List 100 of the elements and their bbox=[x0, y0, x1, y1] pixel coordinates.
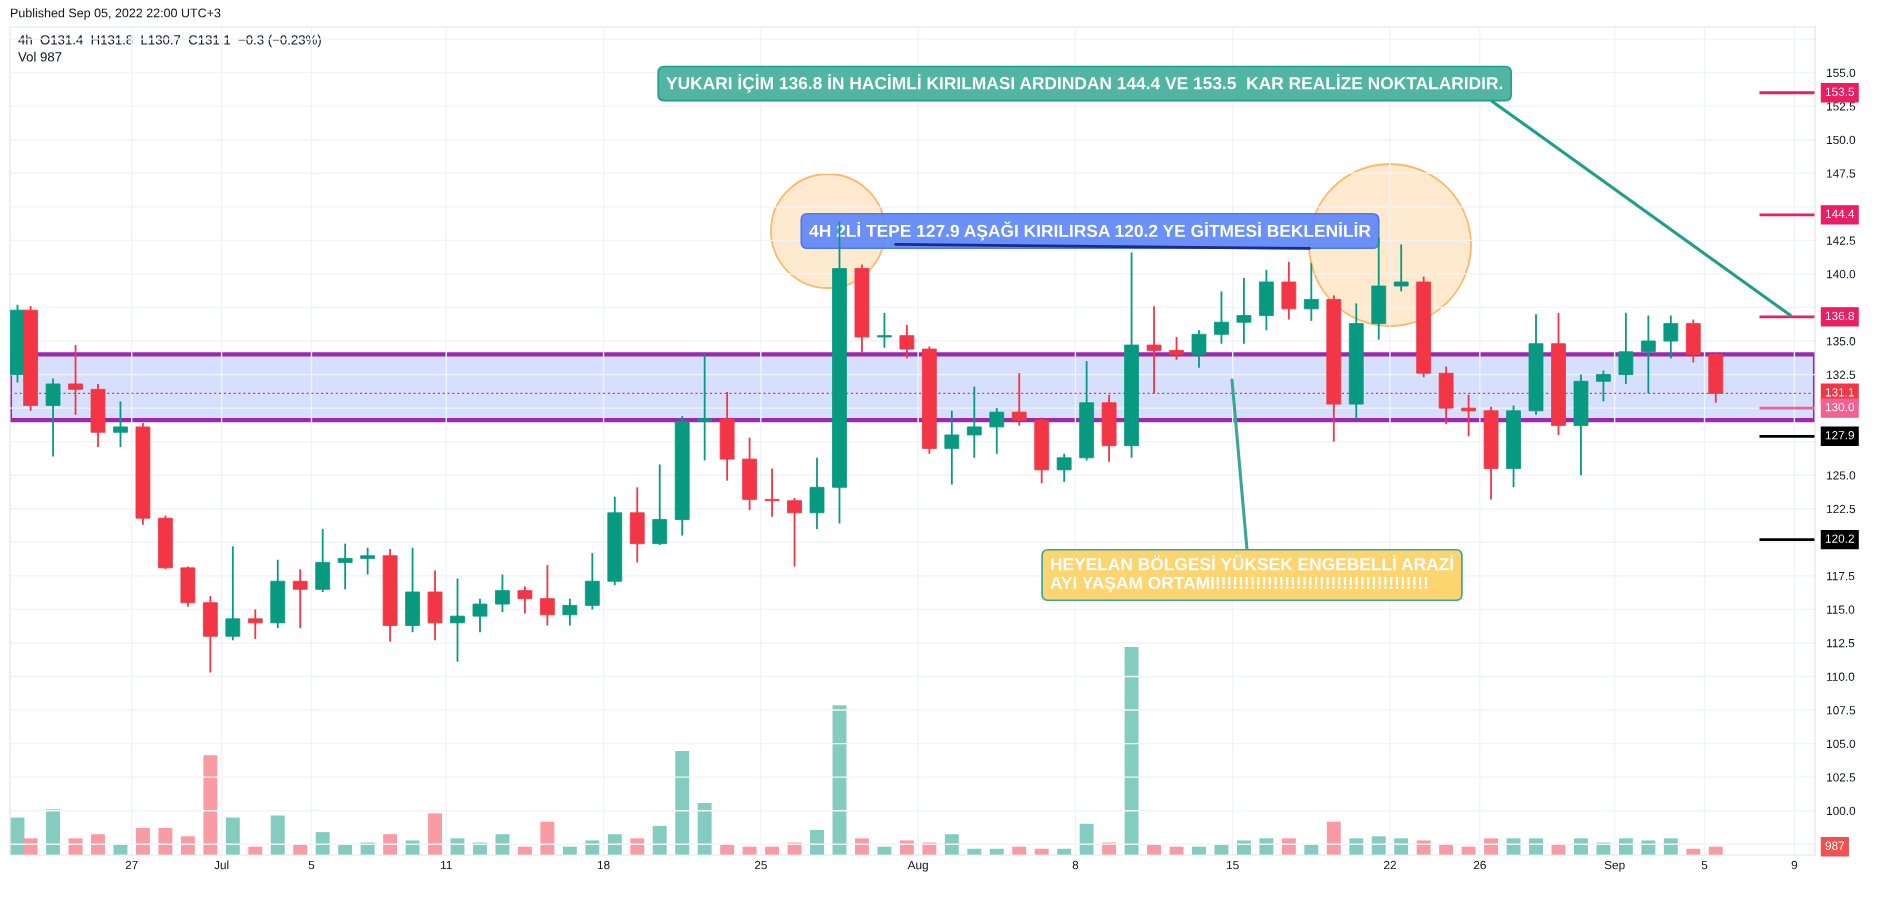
bar bbox=[810, 830, 824, 855]
candlestick bbox=[944, 409, 960, 486]
bar bbox=[46, 809, 61, 855]
bar bbox=[944, 834, 959, 855]
y-tick-label: 102.5 bbox=[1827, 773, 1856, 782]
bar bbox=[270, 815, 285, 855]
ref-line-label: 131.1 bbox=[1825, 388, 1854, 397]
bar bbox=[1618, 838, 1633, 855]
candlestick bbox=[697, 353, 713, 462]
candlestick bbox=[562, 597, 578, 627]
y-tick-label: 122.5 bbox=[1827, 504, 1856, 514]
bar bbox=[383, 834, 398, 855]
y-tick-label: 110.0 bbox=[1827, 672, 1855, 681]
x-tick-label: Jul bbox=[214, 860, 229, 870]
y-tick-label: 140.0 bbox=[1827, 269, 1856, 279]
candlestick bbox=[1056, 452, 1072, 483]
x-tick-label: 27 bbox=[125, 860, 138, 870]
x-tick-label: 5 bbox=[1701, 860, 1708, 870]
bar bbox=[1079, 823, 1094, 855]
y-tick-label: 147.5 bbox=[1827, 169, 1856, 178]
bar bbox=[1124, 647, 1139, 855]
y-tick-label: 132.5 bbox=[1827, 370, 1856, 379]
bar bbox=[1371, 836, 1386, 855]
candlestick bbox=[1618, 311, 1634, 385]
bar bbox=[225, 817, 240, 855]
ref-line-label: 130.0 bbox=[1825, 402, 1855, 412]
bar bbox=[652, 825, 667, 855]
x-tick-label: 18 bbox=[597, 860, 610, 870]
y-tick-label: 142.5 bbox=[1827, 236, 1856, 245]
bar bbox=[1326, 821, 1341, 855]
candlestick bbox=[787, 497, 802, 568]
y-tick-label: 155.0 bbox=[1827, 68, 1856, 78]
candlestick bbox=[1663, 314, 1679, 360]
x-tick-label: 26 bbox=[1473, 860, 1486, 870]
candlestick bbox=[45, 377, 61, 458]
bar bbox=[158, 827, 173, 855]
y-tick-label: 135.0 bbox=[1827, 337, 1856, 346]
x-tick-label: Aug bbox=[907, 860, 928, 872]
bar bbox=[630, 838, 645, 855]
x-tick-label: 11 bbox=[441, 860, 452, 870]
x-tick-label: 15 bbox=[1227, 860, 1239, 870]
candlestick bbox=[1640, 314, 1656, 395]
candlestick bbox=[247, 608, 263, 640]
bar bbox=[607, 834, 622, 855]
bar bbox=[675, 751, 690, 855]
candlestick bbox=[966, 385, 982, 459]
candlestick bbox=[1191, 329, 1207, 369]
candlestick bbox=[764, 467, 780, 518]
bar bbox=[1663, 838, 1678, 855]
bar bbox=[1416, 840, 1431, 855]
bar bbox=[91, 834, 105, 855]
ref-line-label: 144.4 bbox=[1825, 209, 1855, 218]
annotation: Vol 987 bbox=[18, 51, 62, 62]
bar bbox=[1573, 838, 1588, 855]
candlestick bbox=[989, 407, 1005, 455]
x-tick-label: 25 bbox=[754, 860, 767, 870]
bar bbox=[1349, 838, 1364, 855]
x-tick-label: Sep bbox=[1604, 860, 1625, 872]
candlestick bbox=[113, 400, 128, 448]
candlestick bbox=[517, 585, 533, 615]
candlestick bbox=[899, 324, 915, 360]
candlestick bbox=[292, 568, 308, 630]
x-tick-label: 22 bbox=[1383, 860, 1396, 870]
bar bbox=[315, 832, 330, 855]
bar bbox=[697, 803, 712, 855]
x-tick-label: 9 bbox=[1791, 860, 1798, 870]
bar bbox=[405, 840, 420, 855]
y-tick-label: 152.5 bbox=[1827, 102, 1856, 111]
candlestick bbox=[540, 564, 555, 627]
bar bbox=[1281, 838, 1296, 855]
y-tick-label: 105.0 bbox=[1827, 739, 1856, 749]
y-tick-label: 117.5 bbox=[1827, 572, 1855, 581]
annotation: HEYELAN BÖLGESİ YÜKSEK ENGEBELLİ ARAZİ AYI YAŞAM ORTAMI!!!!!!!!!!!!!!!!!!!!!!!!!!!!!!!!!!!!! bbox=[1050, 555, 1453, 593]
bar bbox=[1506, 838, 1521, 855]
y-tick-label: 107.5 bbox=[1827, 706, 1856, 715]
y-tick-label: 115.0 bbox=[1827, 605, 1855, 614]
candlestick bbox=[495, 573, 510, 614]
ref-line-label: 127.9 bbox=[1825, 431, 1854, 440]
bar bbox=[1641, 840, 1656, 855]
bar bbox=[1484, 838, 1499, 855]
candlestick bbox=[1303, 262, 1319, 322]
bar bbox=[1394, 838, 1409, 855]
text: Published Sep 05, 2022 22:00 UTC+3 bbox=[11, 8, 221, 20]
annotation: YUKARI İÇİM 136.8 İN HACİMLİ KIRILMASI ARDINDAN 144.4 VE 153.5 KAR REALİZE NOKTALARIDIR. bbox=[666, 74, 1503, 93]
bar bbox=[540, 821, 555, 855]
candlestick bbox=[472, 597, 488, 634]
candlestick bbox=[450, 577, 465, 663]
bar bbox=[203, 755, 218, 855]
bar bbox=[135, 827, 150, 855]
bar bbox=[180, 836, 195, 855]
bar bbox=[1259, 838, 1274, 855]
bar bbox=[495, 834, 510, 855]
candlestick bbox=[360, 546, 376, 576]
text: 987 bbox=[1825, 841, 1845, 850]
ref-line-label: 153.5 bbox=[1825, 87, 1855, 96]
candlestick bbox=[1236, 277, 1252, 345]
candlestick bbox=[1393, 243, 1409, 293]
candlestick bbox=[1214, 290, 1229, 345]
y-tick-label: 150.0 bbox=[1827, 135, 1856, 145]
y-tick-label: 125.0 bbox=[1827, 471, 1856, 480]
